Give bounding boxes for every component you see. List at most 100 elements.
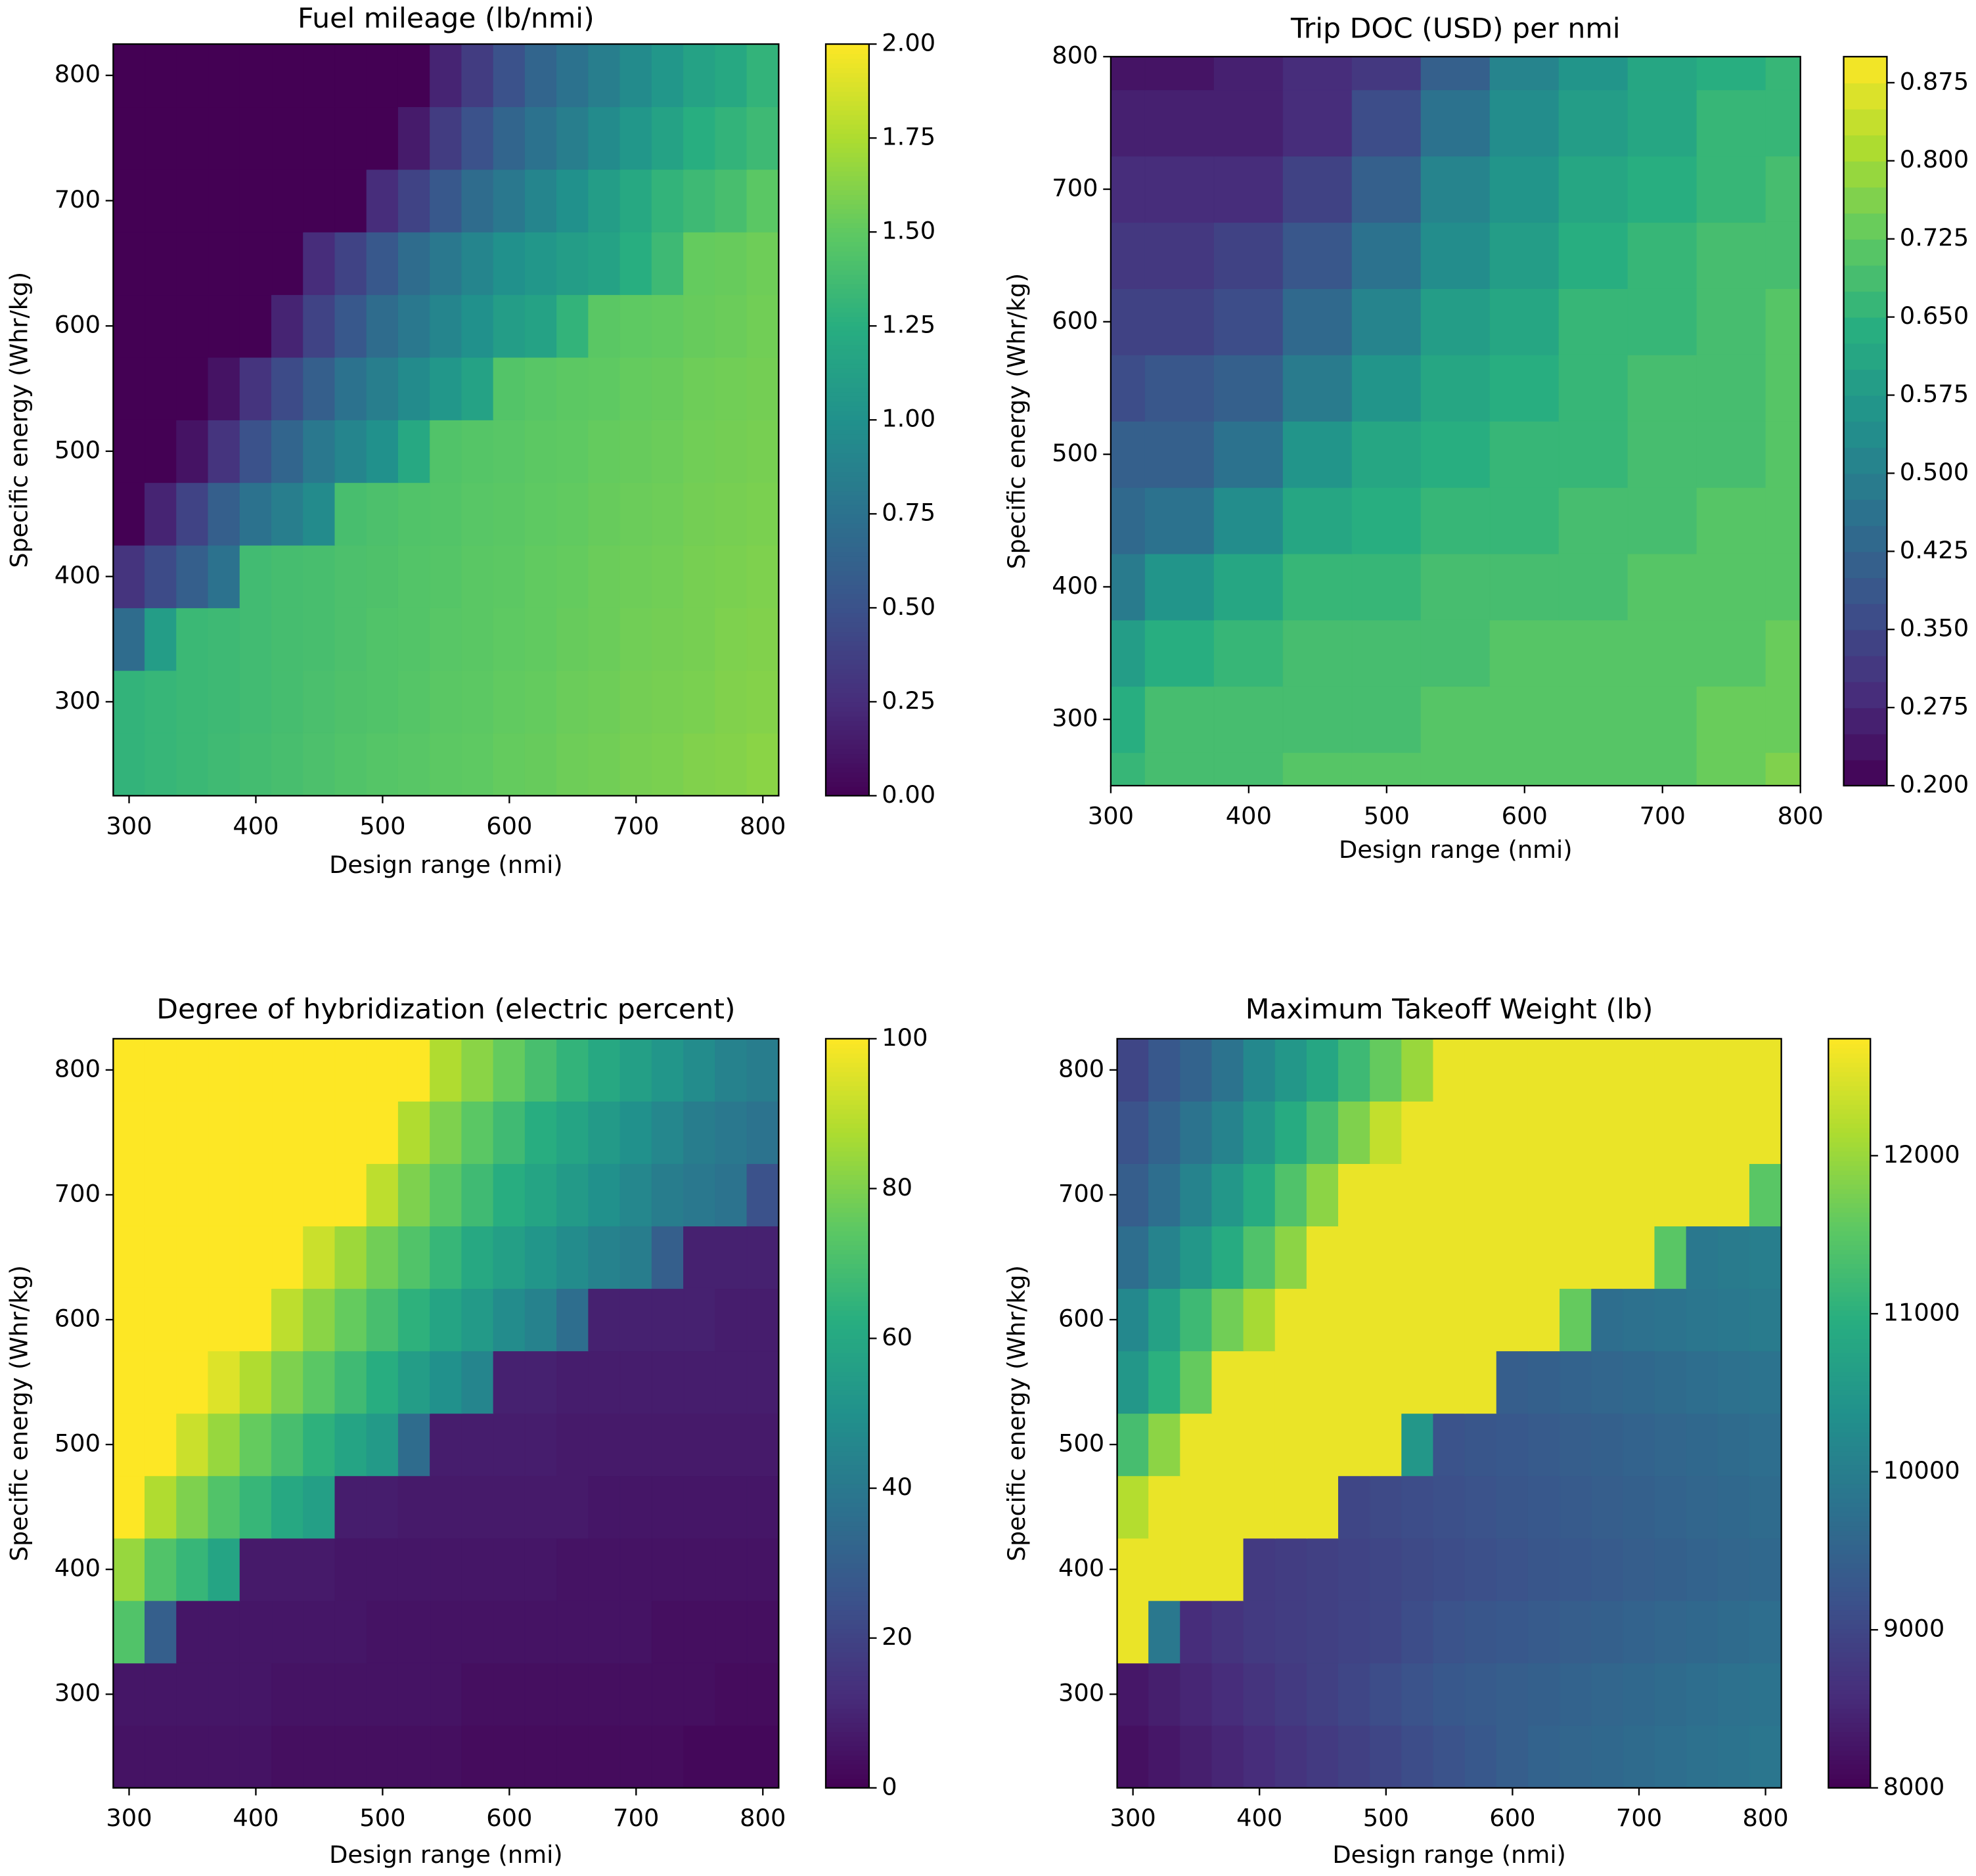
y-tick-label: 400	[1058, 1554, 1104, 1582]
heat-cell	[1282, 686, 1353, 753]
colorbar-swatch	[825, 669, 870, 675]
heat-cell	[1370, 1038, 1403, 1102]
heat-cell	[430, 357, 462, 420]
colorbar-tick-label: 1.00	[882, 405, 935, 433]
heat-cell	[493, 1038, 526, 1102]
heat-cell	[1654, 1725, 1687, 1789]
colorbar-swatch	[825, 744, 870, 749]
colorbar-swatch	[825, 358, 870, 365]
heat-cell	[112, 1725, 146, 1789]
heat-cell	[1627, 553, 1697, 621]
heat-cell	[1749, 1225, 1782, 1289]
colorbar-swatch	[825, 391, 870, 397]
heat-cell	[1274, 1287, 1308, 1352]
colorbar-swatch	[825, 1544, 870, 1550]
heat-cell	[112, 1350, 146, 1414]
heat-cell	[1527, 1038, 1561, 1102]
heat-cell	[1401, 1663, 1434, 1726]
colorbar-swatch	[825, 1155, 870, 1161]
colorbar-swatch	[825, 1404, 870, 1410]
colorbar-swatch	[825, 119, 870, 125]
colorbar-swatch	[825, 1469, 870, 1475]
heat-cell	[1591, 1600, 1624, 1664]
colorbar-swatch	[1828, 1422, 1871, 1429]
heat-cell	[683, 1725, 716, 1789]
colorbar-swatch	[825, 584, 870, 590]
heat-cell	[145, 1038, 177, 1102]
colorbar-swatch	[825, 1576, 870, 1583]
heat-cell	[1211, 1163, 1244, 1227]
heat-cell	[176, 1413, 209, 1477]
heat-cell	[1560, 1725, 1592, 1789]
y-tick-label: 800	[1058, 1054, 1104, 1083]
colorbar-swatch	[825, 152, 870, 158]
heat-cell	[1654, 1163, 1687, 1227]
heat-cell	[651, 1413, 685, 1477]
heat-cell	[145, 1163, 177, 1227]
heat-cell	[208, 1725, 240, 1789]
heat-cell	[1696, 288, 1766, 355]
heat-cell	[1180, 1100, 1213, 1164]
heat-cell	[303, 482, 336, 546]
colorbar-swatch	[1843, 395, 1887, 422]
heat-cell	[1558, 56, 1628, 91]
colorbar-swatch	[1828, 1722, 1871, 1728]
colorbar-swatch	[825, 429, 870, 435]
colorbar-swatch	[1828, 1155, 1871, 1161]
colorbar-frame	[1828, 1038, 1872, 1789]
heat-cell	[1338, 1225, 1371, 1289]
heat-cell	[366, 1287, 399, 1352]
colorbar-swatch	[1843, 134, 1887, 162]
heat-cell	[588, 545, 621, 608]
heat-cell	[1560, 1600, 1592, 1664]
heat-cell	[588, 1225, 621, 1289]
heat-cell	[1627, 420, 1697, 488]
heat-cell	[271, 294, 304, 358]
colorbar-swatch	[825, 1184, 870, 1190]
colorbar-swatch	[1828, 1146, 1871, 1152]
heat-cell	[208, 1225, 240, 1289]
colorbar-swatch	[1828, 1333, 1871, 1339]
colorbar-swatch	[825, 396, 870, 402]
heat-cell	[746, 1163, 779, 1227]
heat-cell	[1489, 288, 1560, 355]
heat-cell	[556, 1600, 589, 1664]
colorbar-swatch	[825, 372, 870, 378]
heat-cell	[524, 732, 558, 796]
colorbar-swatch	[1828, 1483, 1871, 1489]
colorbar-swatch	[1828, 1076, 1871, 1082]
heat-cell	[651, 106, 685, 170]
colorbar-swatch	[825, 1530, 870, 1536]
heat-cell	[366, 1038, 399, 1102]
heat-cell	[746, 1725, 779, 1789]
heat-cell	[145, 1538, 177, 1601]
colorbar-swatch	[825, 72, 870, 78]
colorbar-tick-label: 0.50	[882, 592, 935, 621]
colorbar-swatch	[825, 241, 870, 247]
heat-cell	[1765, 354, 1801, 422]
heat-cell	[430, 1475, 462, 1539]
heat-cell	[1696, 89, 1766, 157]
heat-cell	[1627, 288, 1697, 355]
colorbar-swatch	[1828, 1319, 1871, 1326]
heat-cell	[1560, 1475, 1592, 1539]
heat-cell	[271, 482, 304, 546]
heat-cell	[746, 670, 779, 734]
colorbar-swatch	[825, 104, 870, 111]
colorbar-swatch	[825, 1048, 870, 1054]
colorbar-swatch	[1828, 1591, 1871, 1597]
colorbar-swatch	[825, 377, 870, 384]
heat-cell	[1496, 1225, 1529, 1289]
heat-cell	[619, 106, 653, 170]
heat-cell	[303, 231, 336, 296]
heat-cell	[397, 43, 431, 108]
heat-cell	[1496, 1538, 1529, 1601]
colorbar-swatch	[825, 1371, 870, 1377]
heat-cell	[683, 1163, 716, 1227]
colorbar-frame	[824, 1038, 870, 1789]
heat-cell	[1591, 1163, 1624, 1227]
heat-cell	[397, 545, 431, 608]
colorbar-swatch	[825, 753, 870, 759]
colorbar-swatch	[1828, 1572, 1871, 1578]
y-tick-label: 800	[1052, 41, 1098, 70]
